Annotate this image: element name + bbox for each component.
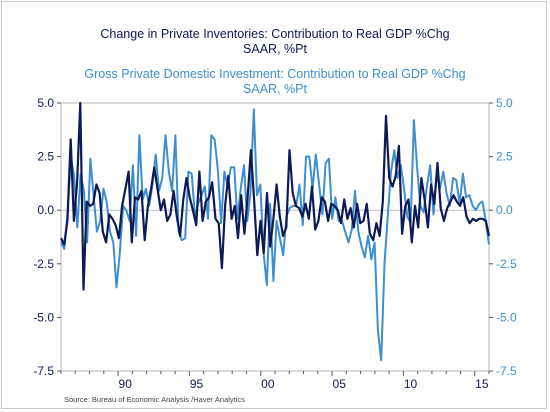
chart-subtitle-line-2: SAAR, %Pt [243,82,307,96]
x-tick-label: 10 [404,377,418,391]
source-note: Source: Bureau of Economic Analysis /Hav… [64,395,245,404]
x-tick-label: 15 [475,377,489,391]
series-line-investment [60,108,490,362]
y-tick-label-right: -5.0 [496,310,517,324]
y-tick-label-right: 0.0 [496,203,513,217]
chart-title-line-2: SAAR, %Pt [243,42,307,56]
y-tick-label-right: 2.5 [496,150,513,164]
y-tick-label-left: 5.0 [37,96,54,110]
chart-title-line-1: Change in Private Inventories: Contribut… [100,27,450,41]
x-tick-label: 05 [333,377,347,391]
y-tick-label-left: -2.5 [33,257,54,271]
y-tick-label-right: 5.0 [496,96,513,110]
y-tick-label-right: -2.5 [496,257,517,271]
x-tick-label: 95 [190,377,204,391]
y-tick-label-left: 2.5 [37,150,54,164]
axis-ticks: 5.0 5.0 2.5 2.5 0.0 0.0 -2.5 -2.5 -5.0 -5.0 -7.5 -7… [33,96,517,391]
series-layer [60,101,491,362]
y-tick-label-left: -7.5 [33,364,54,378]
x-tick-label: 90 [119,377,133,391]
y-tick-label-right: -7.5 [496,364,517,378]
y-tick-label-left: -5.0 [33,310,54,324]
series-line-inventories [60,101,491,291]
y-tick-label-left: 0.0 [37,203,54,217]
chart-subtitle-line-1: Gross Private Domestic Investment: Contr… [84,67,466,81]
x-tick-label: 00 [261,377,275,391]
